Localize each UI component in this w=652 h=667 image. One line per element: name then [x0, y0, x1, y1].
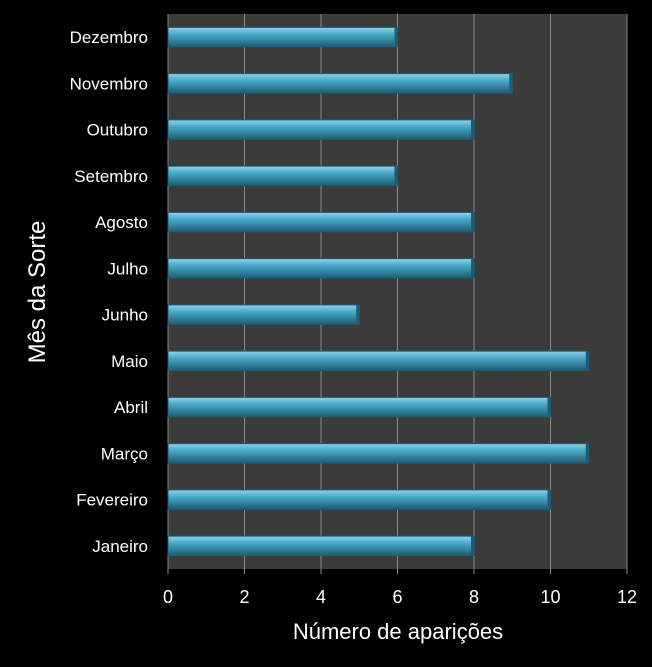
bar-cap-marco	[585, 443, 589, 464]
x-tick-label-4: 4	[316, 587, 326, 607]
category-label-novembro: Novembro	[70, 74, 148, 93]
category-label-maio: Maio	[111, 352, 148, 371]
category-label-setembro: Setembro	[74, 167, 148, 186]
category-label-fevereiro: Fevereiro	[76, 491, 148, 510]
x-tick-label-10: 10	[540, 587, 560, 607]
x-tick-labels: 0 2 4 6 8 10 12	[163, 569, 637, 607]
bar-cap-janeiro	[471, 536, 474, 556]
category-label-junho: Junho	[102, 306, 148, 325]
x-tick-label-2: 2	[239, 587, 249, 607]
bar-cap-junho	[356, 304, 360, 325]
category-labels: Janeiro Fevereiro Março Abril Maio Junho Julho…	[70, 28, 148, 556]
bar-cap-abril	[547, 397, 551, 417]
category-label-outubro: Outubro	[87, 121, 148, 140]
gridlines	[167, 14, 628, 569]
x-axis-title: Número de aparições	[293, 619, 503, 644]
y-axis-title: Mês da Sorte	[24, 221, 51, 364]
bar-janeiro	[167, 535, 475, 557]
bar-novembro	[167, 73, 513, 94]
bar-setembro	[167, 165, 398, 187]
bar-outubro	[167, 119, 475, 140]
bar-agosto	[167, 211, 475, 233]
bar-dezembro	[167, 26, 398, 48]
x-tick-label-12: 12	[617, 587, 637, 607]
category-label-julho: Julho	[107, 259, 148, 278]
bar-fevereiro	[167, 489, 551, 510]
bar-cap-outubro	[471, 119, 474, 140]
x-tick-label-8: 8	[469, 587, 479, 607]
x-tick-label-0: 0	[163, 587, 173, 607]
bar-cap-setembro	[394, 166, 398, 186]
bar-cap-julho	[471, 258, 474, 279]
bar-cap-novembro	[509, 73, 513, 94]
category-label-dezembro: Dezembro	[70, 28, 148, 47]
category-label-marco: Março	[101, 444, 148, 463]
category-label-abril: Abril	[114, 398, 148, 417]
bar-cap-dezembro	[394, 27, 398, 47]
category-label-agosto: Agosto	[95, 213, 148, 232]
category-label-janeiro: Janeiro	[92, 537, 148, 556]
bar-cap-agosto	[471, 212, 474, 232]
x-tick-label-6: 6	[392, 587, 402, 607]
bar-abril	[167, 396, 551, 418]
bars	[167, 26, 590, 557]
bar-cap-fevereiro	[547, 489, 551, 510]
bar-marco	[167, 443, 590, 464]
bar-maio	[167, 350, 590, 372]
bar-julho	[167, 258, 475, 279]
bar-cap-maio	[585, 351, 589, 371]
bar-junho	[167, 304, 360, 325]
